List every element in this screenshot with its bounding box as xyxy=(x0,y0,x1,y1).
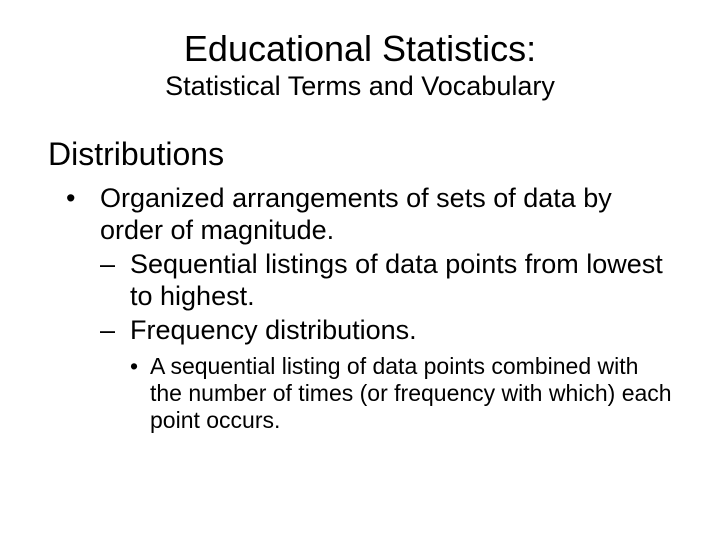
bullet-level2: – Sequential listings of data points fro… xyxy=(100,249,672,313)
slide-subtitle: Statistical Terms and Vocabulary xyxy=(48,71,672,102)
bullet-sublist: – Sequential listings of data points fro… xyxy=(100,249,672,434)
bullet-level3: • A sequential listing of data points co… xyxy=(130,353,672,434)
bullet-subsublist: • A sequential listing of data points co… xyxy=(130,353,672,434)
section-heading: Distributions xyxy=(48,136,672,173)
bullet-level2: – Frequency distributions. • A sequentia… xyxy=(100,315,672,434)
bullet-text: Frequency distributions. xyxy=(130,315,417,345)
bullet-text: A sequential listing of data points comb… xyxy=(150,353,672,433)
title-block: Educational Statistics: Statistical Term… xyxy=(48,28,672,102)
bullet-level1: • Organized arrangements of sets of data… xyxy=(66,183,672,434)
slide-title: Educational Statistics: xyxy=(48,28,672,69)
bullet-text: Sequential listings of data points from … xyxy=(130,249,663,311)
slide: Educational Statistics: Statistical Term… xyxy=(0,0,720,540)
dash-marker-icon: – xyxy=(100,315,115,347)
bullet-marker-icon: • xyxy=(130,353,138,380)
dash-marker-icon: – xyxy=(100,249,115,281)
bullet-marker-icon: • xyxy=(66,183,75,215)
bullet-list: • Organized arrangements of sets of data… xyxy=(48,183,672,434)
bullet-text: Organized arrangements of sets of data b… xyxy=(100,183,612,245)
